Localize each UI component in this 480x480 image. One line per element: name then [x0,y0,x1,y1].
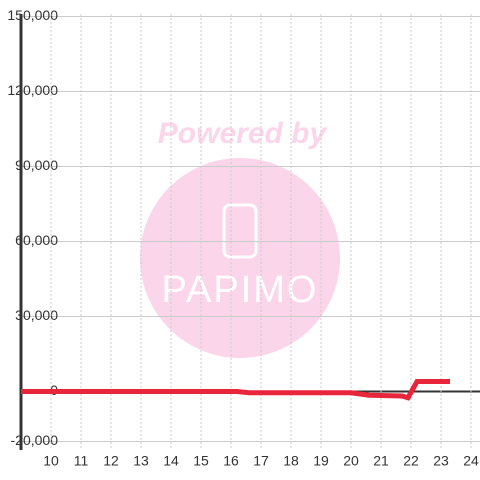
x-tick-label: 18 [283,453,299,469]
y-tick-label: 90,000 [15,157,58,173]
x-tick-label: 16 [223,453,239,469]
x-tick-label: 22 [403,453,419,469]
watermark-bottom: PAPIMO [162,269,319,311]
x-tick-label: 19 [313,453,329,469]
x-tick-label: 11 [74,453,89,469]
x-tick-label: 24 [463,453,479,469]
x-tick-label: 12 [103,453,119,469]
x-tick-label: 13 [133,453,149,469]
x-tick-label: 14 [163,453,179,469]
y-tick-label: 30,000 [15,307,58,323]
x-tick-label: 21 [373,453,389,469]
x-tick-label: 17 [253,453,269,469]
watermark-phone [222,203,258,259]
x-tick-label: 20 [343,453,359,469]
y-tick-label: 60,000 [15,232,58,248]
x-tick-label: 10 [43,453,59,469]
data-line [21,379,450,401]
watermark-top: Powered by [158,117,328,150]
x-tick-label: 23 [433,453,449,469]
x-tick-label: 15 [193,453,209,469]
